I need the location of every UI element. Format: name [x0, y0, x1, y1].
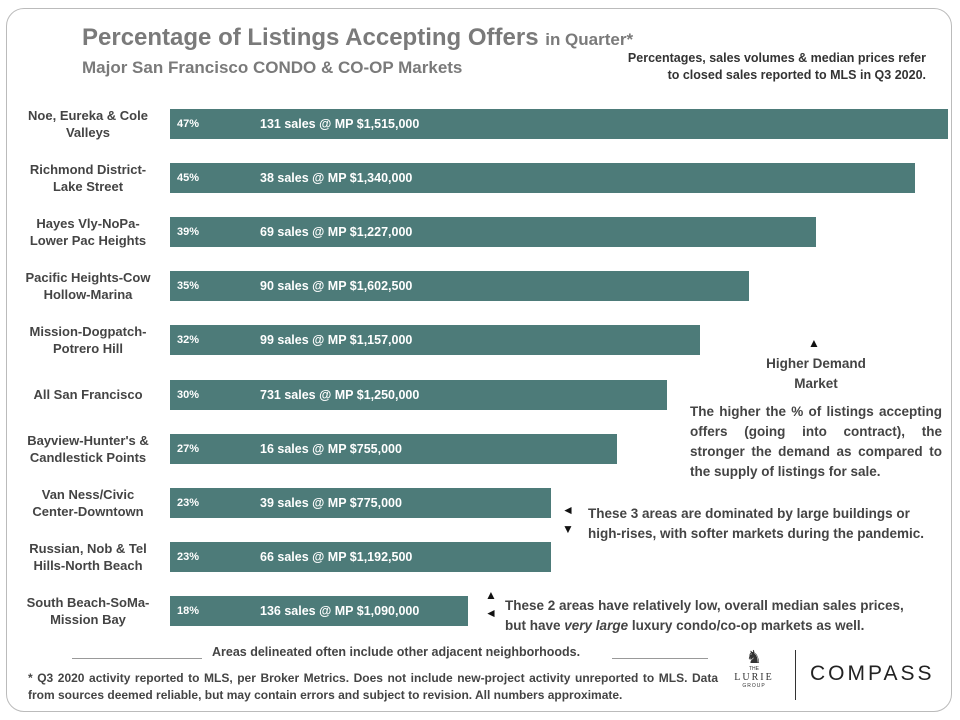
bar-note: 69 sales @ MP $1,227,000 [260, 225, 413, 240]
category-label: All San Francisco [33, 387, 143, 402]
category-label: Van Ness/Civic Center-Downtown [32, 486, 144, 519]
bar-note: 99 sales @ MP $1,157,000 [260, 333, 413, 348]
arrow-up: ▲ [808, 336, 820, 350]
bar-note: 731 sales @ MP $1,250,000 [260, 387, 420, 402]
bar [170, 595, 468, 626]
value-label: 23% [177, 496, 200, 509]
category-label: Richmond District-Lake Street [29, 162, 147, 195]
bar [170, 433, 617, 464]
three-areas-text: These 3 areas are dominated by large bui… [588, 506, 925, 541]
subtitle: Major San Francisco CONDO & CO-OP Market… [82, 58, 463, 77]
emphasis: very large [564, 618, 629, 633]
lurie-logo: ♞ THE LURIE GROUP [728, 648, 780, 689]
value-label: 30% [177, 388, 200, 401]
bar [170, 379, 667, 410]
bar [170, 487, 551, 518]
delineation: Areas delineated often include other adj… [212, 645, 581, 659]
text: luxury condo/co-op markets as well. [631, 618, 865, 633]
demand-text: The higher the % of listings accepting o… [690, 404, 942, 479]
footnote: * Q3 2020 activity reported to MLS, per … [28, 671, 718, 702]
arrow-down: ▼ [562, 522, 574, 536]
bar-note: 66 sales @ MP $1,192,500 [260, 549, 413, 564]
rule [72, 658, 202, 659]
two-areas-text: These 2 areas have relatively low, overa… [505, 596, 935, 636]
logo-text: THE [749, 666, 759, 672]
category-label: Pacific Heights-Cow Hollow-Marina [25, 270, 151, 303]
knight-icon: ♞ [745, 647, 763, 667]
bar [170, 109, 948, 139]
demand-label: Higher Demand Market [766, 356, 866, 391]
two-areas-line: These 2 areas have relatively low, overa… [505, 598, 904, 613]
divider [795, 650, 796, 700]
logo-text: LURIE [734, 672, 774, 683]
bar-note: 39 sales @ MP $775,000 [260, 495, 402, 510]
category-label: Hayes Vly-NoPa-Lower Pac Heights [29, 216, 147, 249]
value-label: 45% [177, 172, 200, 185]
arrow-left: ◄ [485, 606, 497, 620]
category-label: Bayview-Hunter's & Candlestick Points [27, 432, 149, 465]
category-label: Russian, Nob & Tel Hills-North Beach [29, 540, 147, 573]
value-label: 47% [177, 118, 200, 130]
bar-note: 136 sales @ MP $1,090,000 [260, 603, 420, 618]
bar [170, 217, 816, 248]
frame [6, 8, 952, 712]
bar [170, 541, 551, 572]
arrow-left: ◄ [562, 503, 574, 517]
text: but have [505, 618, 561, 633]
value-label: 27% [177, 442, 200, 455]
category-label: Mission-Dogpatch-Potrero Hill [29, 324, 147, 357]
bar [170, 271, 750, 302]
title-row: Percentage of Listings Accepting Offers … [82, 24, 633, 52]
value-label: 35% [177, 280, 200, 293]
compass-logo: COMPASS [810, 662, 935, 685]
bar-note: 131 sales @ MP $1,515,000 [260, 117, 420, 131]
bar [170, 163, 915, 194]
title-suffix: in Quarter* [545, 30, 634, 49]
value-label: 18% [177, 604, 200, 617]
value-label: 39% [177, 226, 200, 239]
category-label: South Beach-SoMa-Mission Bay [26, 594, 150, 627]
bar-note: 38 sales @ MP $1,340,000 [260, 171, 413, 186]
value-label: 23% [177, 550, 200, 563]
bar [170, 325, 700, 356]
bar-note: 90 sales @ MP $1,602,500 [260, 279, 413, 294]
category-label: Noe, Eureka & Cole Valleys [28, 108, 148, 140]
chart-title: Percentage of Listings Accepting Offers [82, 24, 539, 51]
note: Percentages, sales volumes & median pric… [627, 51, 926, 82]
arrow-up: ▲ [485, 588, 497, 602]
rule [612, 658, 708, 659]
value-label: 32% [177, 334, 200, 347]
two-areas-line: but have very large luxury condo/co-op m… [505, 616, 935, 636]
logo-text: GROUP [742, 683, 766, 689]
bar-note: 16 sales @ MP $755,000 [260, 441, 402, 456]
